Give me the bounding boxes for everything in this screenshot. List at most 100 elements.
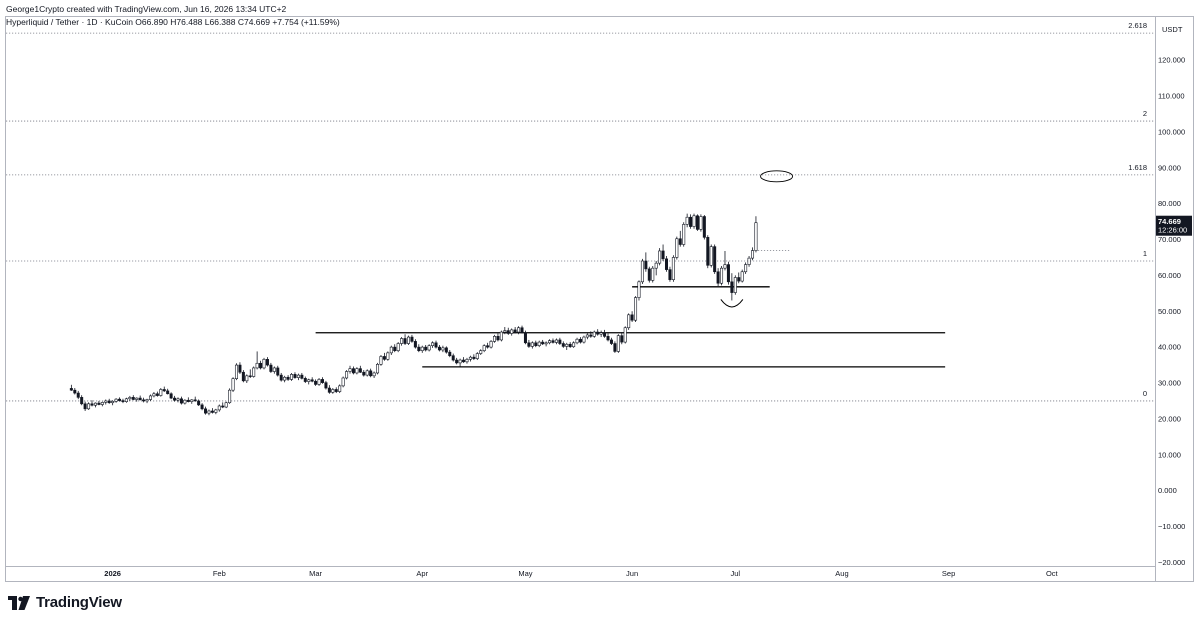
candle-body-down: [664, 258, 669, 270]
price-tick-label: 40.000: [1158, 343, 1181, 352]
candle: [675, 236, 679, 260]
fib-level-label: 1: [1143, 249, 1147, 258]
candle: [296, 373, 300, 381]
candle-body-up: [616, 335, 620, 352]
candle-body-up: [255, 362, 259, 369]
candle: [647, 266, 651, 283]
candle-body-down: [462, 359, 466, 363]
annotations-layer: [720, 170, 794, 308]
candle: [737, 272, 741, 284]
candle-body-up: [331, 389, 335, 393]
price-axis[interactable]: 120.000 110.000 100.000 90.000 80.000 70.000 6…: [1158, 56, 1185, 567]
candle: [69, 384, 73, 391]
candle-body-down: [647, 268, 651, 281]
candle: [87, 402, 91, 410]
candle: [124, 397, 128, 403]
candle: [434, 340, 438, 349]
candle-body-down: [434, 342, 438, 348]
candle-body-down: [558, 339, 562, 344]
candle: [751, 247, 755, 261]
candle: [358, 365, 362, 373]
candle: [276, 365, 280, 377]
candle-body-up: [709, 246, 713, 266]
candle: [630, 311, 634, 322]
candle-body-up: [510, 329, 514, 334]
candle-body-down: [155, 393, 159, 396]
price-tick-label: 70.000: [1158, 235, 1181, 244]
candle: [290, 372, 294, 381]
candle: [754, 216, 758, 253]
candle: [345, 370, 349, 380]
candle-body-down: [179, 398, 183, 404]
candle: [76, 390, 80, 400]
candle-body-up: [599, 332, 603, 335]
candle-body-down: [76, 392, 80, 398]
candle-body-up: [207, 410, 211, 414]
candle-body-up: [575, 338, 579, 344]
candle: [458, 358, 462, 367]
candle: [90, 400, 94, 407]
candle-body-down: [603, 332, 607, 337]
candle-body-down: [506, 330, 510, 334]
time-axis[interactable]: 2026 Feb Mar Apr May Jun Jul Aug Sep Oct: [104, 569, 1058, 578]
candle-body-down: [472, 356, 476, 359]
candle: [592, 330, 596, 338]
candle-body-down: [424, 346, 428, 351]
candle-body-down: [568, 343, 572, 348]
candle-body-up: [548, 340, 552, 344]
candle: [214, 408, 218, 415]
candle-body-up: [651, 267, 655, 281]
candle-body-down: [169, 393, 173, 399]
price-tick-label: 30.000: [1158, 379, 1181, 388]
candle: [210, 408, 214, 414]
candle: [713, 244, 717, 274]
candle: [234, 363, 238, 381]
candle-body-down: [496, 336, 500, 341]
candle: [548, 339, 552, 345]
candle: [448, 349, 452, 358]
candle: [623, 326, 627, 344]
candle: [369, 368, 373, 378]
candle: [248, 369, 252, 378]
candle-body-down: [413, 341, 417, 348]
candle-body-up: [307, 379, 311, 382]
candle-body-down: [620, 335, 624, 343]
candle: [100, 401, 104, 407]
candle-body-up: [544, 342, 548, 345]
brand-logo: TradingView: [8, 594, 122, 611]
fib-level-label: 2.618: [1128, 21, 1147, 30]
candle-body-up: [386, 352, 390, 360]
candle-body-up: [751, 250, 755, 259]
candle: [393, 344, 397, 353]
fib-level-label: 0: [1143, 389, 1147, 398]
candle-body-down: [131, 397, 135, 400]
candle: [606, 333, 610, 342]
fib-level-label: 1.618: [1128, 163, 1147, 172]
candle: [424, 344, 428, 352]
candle-body-up: [479, 350, 483, 354]
candle: [406, 335, 410, 345]
time-tick-label: Oct: [1046, 569, 1059, 578]
candle-body-down: [382, 356, 386, 360]
candle: [73, 388, 77, 395]
fib-level-label: 2: [1143, 109, 1147, 118]
candle-body-up: [754, 222, 758, 251]
candle-body-down: [410, 336, 414, 342]
candle-body-down: [327, 387, 331, 393]
candle-body-up: [475, 353, 479, 359]
candle-body-down: [173, 397, 177, 401]
candle: [661, 244, 665, 261]
candle-body-up: [654, 262, 658, 269]
bottom-arc-marker: [720, 299, 744, 308]
candle: [644, 252, 648, 272]
candle-body-down: [551, 340, 555, 343]
candle: [279, 372, 283, 382]
candle-body-up: [148, 395, 152, 400]
candle: [417, 344, 421, 353]
candle: [651, 266, 655, 283]
candle-body-down: [513, 329, 517, 333]
candle: [265, 357, 269, 367]
candle: [197, 399, 201, 406]
candle: [138, 395, 142, 401]
